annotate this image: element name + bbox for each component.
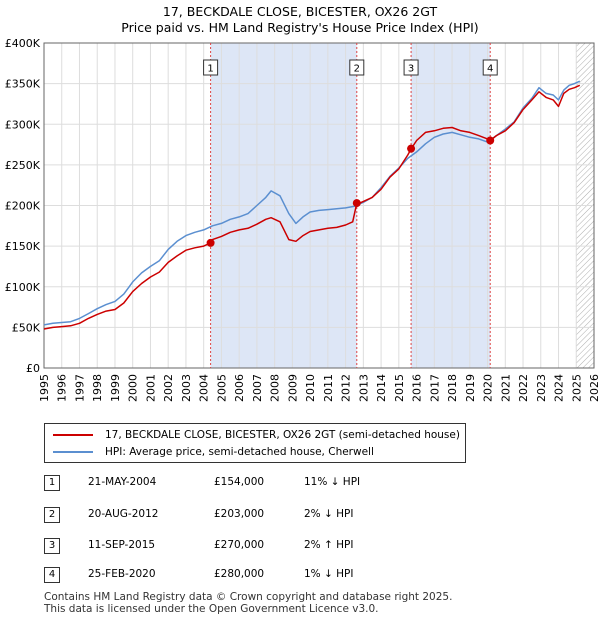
transaction-price: £280,000 xyxy=(214,568,265,580)
y-tick-label: £150K xyxy=(5,240,41,253)
legend-label-property: 17, BECKDALE CLOSE, BICESTER, OX26 2GT (… xyxy=(105,429,460,441)
transaction-point xyxy=(407,144,416,153)
transaction-label: 1 xyxy=(207,64,213,75)
transaction-date: 25-FEB-2020 xyxy=(88,568,156,580)
x-tick-label: 2000 xyxy=(127,374,140,402)
transaction-number: 2 xyxy=(44,507,60,523)
y-tick-label: £300K xyxy=(5,118,41,131)
x-tick-label: 1999 xyxy=(109,374,122,402)
x-tick-label: 2003 xyxy=(180,374,193,402)
x-tick-label: 2009 xyxy=(286,374,299,402)
x-tick-label: 2004 xyxy=(198,374,211,402)
x-tick-label: 2019 xyxy=(464,374,477,402)
transaction-date: 21-MAY-2004 xyxy=(88,476,157,488)
x-tick-label: 2015 xyxy=(393,374,406,402)
y-tick-label: £0 xyxy=(26,362,40,375)
transaction-number: 3 xyxy=(44,538,60,554)
x-tick-label: 2020 xyxy=(482,374,495,402)
transaction-price: £154,000 xyxy=(214,476,265,488)
x-tick-label: 2008 xyxy=(269,374,282,402)
x-tick-label: 2012 xyxy=(340,374,353,402)
transaction-label-box xyxy=(482,59,498,76)
property-price-line xyxy=(43,84,581,330)
x-tick-label: 1998 xyxy=(91,374,104,402)
transaction-price: £203,000 xyxy=(214,508,265,520)
x-tick-label: 2006 xyxy=(233,374,246,402)
x-tick-label: 2011 xyxy=(322,374,335,402)
legend-item-hpi: HPI: Average price, semi-detached house,… xyxy=(53,444,374,460)
transaction-price: £270,000 xyxy=(214,539,265,551)
transaction-row: 2 20-AUG-2012 £203,000 2% ↓ HPI xyxy=(44,507,444,525)
transaction-point xyxy=(352,199,361,208)
transaction-date: 20-AUG-2012 xyxy=(88,508,159,520)
transaction-hpi: 2% ↑ HPI xyxy=(304,539,354,551)
transaction-label-box xyxy=(403,59,419,76)
x-tick-label: 2001 xyxy=(144,374,157,402)
x-tick-label: 1996 xyxy=(56,374,69,402)
x-tick-label: 2022 xyxy=(517,374,530,402)
transaction-point xyxy=(206,238,215,247)
footer: Contains HM Land Registry data © Crown c… xyxy=(44,591,452,615)
transaction-point xyxy=(486,136,495,145)
legend-label-hpi: HPI: Average price, semi-detached house,… xyxy=(105,446,374,458)
transaction-label-box xyxy=(203,59,219,76)
transaction-row: 1 21-MAY-2004 £154,000 11% ↓ HPI xyxy=(44,475,444,493)
price-chart: £0 £50K £100K £150K £200K £250K £300K £350K £400… xyxy=(5,37,600,402)
transaction-number: 4 xyxy=(44,567,60,583)
x-tick-label: 1997 xyxy=(73,374,86,402)
legend: 17, BECKDALE CLOSE, BICESTER, OX26 2GT (… xyxy=(44,423,466,463)
transaction-row: 3 11-SEP-2015 £270,000 2% ↑ HPI xyxy=(44,538,444,556)
transaction-label: 3 xyxy=(408,64,414,75)
x-tick-label: 2026 xyxy=(588,374,600,402)
footer-copyright: Contains HM Land Registry data © Crown c… xyxy=(44,591,453,603)
x-tick-label: 2024 xyxy=(553,374,566,402)
transaction-row: 4 25-FEB-2020 £280,000 1% ↓ HPI xyxy=(44,567,444,585)
x-tick-label: 2018 xyxy=(446,374,459,402)
transaction-label: 2 xyxy=(354,64,360,75)
footer-licence: This data is licensed under the Open Gov… xyxy=(44,603,379,615)
x-tick-label: 1995 xyxy=(38,374,51,402)
x-tick-label: 2010 xyxy=(304,374,317,402)
x-tick-label: 2013 xyxy=(357,374,370,402)
x-tick-label: 2021 xyxy=(499,374,512,402)
x-tick-label: 2014 xyxy=(375,374,388,402)
chart-subtitle: Price paid vs. HM Land Registry's House … xyxy=(121,20,479,35)
legend-swatch-property xyxy=(53,434,93,436)
legend-item-property: 17, BECKDALE CLOSE, BICESTER, OX26 2GT (… xyxy=(53,427,460,443)
x-tick-label: 2005 xyxy=(215,374,228,402)
x-tick-label: 2025 xyxy=(570,374,583,402)
x-tick-label: 2016 xyxy=(411,374,424,402)
y-tick-label: £250K xyxy=(5,159,41,172)
transaction-hpi: 1% ↓ HPI xyxy=(304,568,354,580)
y-tick-label: £100K xyxy=(5,281,41,294)
x-tick-label: 2007 xyxy=(251,374,264,402)
x-tick-label: 2023 xyxy=(535,374,548,402)
y-tick-label: £400K xyxy=(5,37,41,50)
y-tick-label: £200K xyxy=(5,200,41,213)
transaction-date: 11-SEP-2015 xyxy=(88,539,156,551)
y-tick-label: £350K xyxy=(5,78,41,91)
y-tick-label: £50K xyxy=(12,321,41,334)
x-tick-label: 2002 xyxy=(162,374,175,402)
legend-swatch-hpi xyxy=(53,451,93,453)
transaction-hpi: 2% ↓ HPI xyxy=(304,508,354,520)
transaction-hpi: 11% ↓ HPI xyxy=(304,476,361,488)
transaction-label-box xyxy=(349,59,365,76)
transaction-label: 4 xyxy=(487,64,493,75)
x-tick-label: 2017 xyxy=(428,374,441,402)
chart-title: 17, BECKDALE CLOSE, BICESTER, OX26 2GT xyxy=(162,4,438,19)
plot-frame xyxy=(43,42,595,369)
transaction-number: 1 xyxy=(44,475,60,491)
hpi-line xyxy=(43,80,581,326)
